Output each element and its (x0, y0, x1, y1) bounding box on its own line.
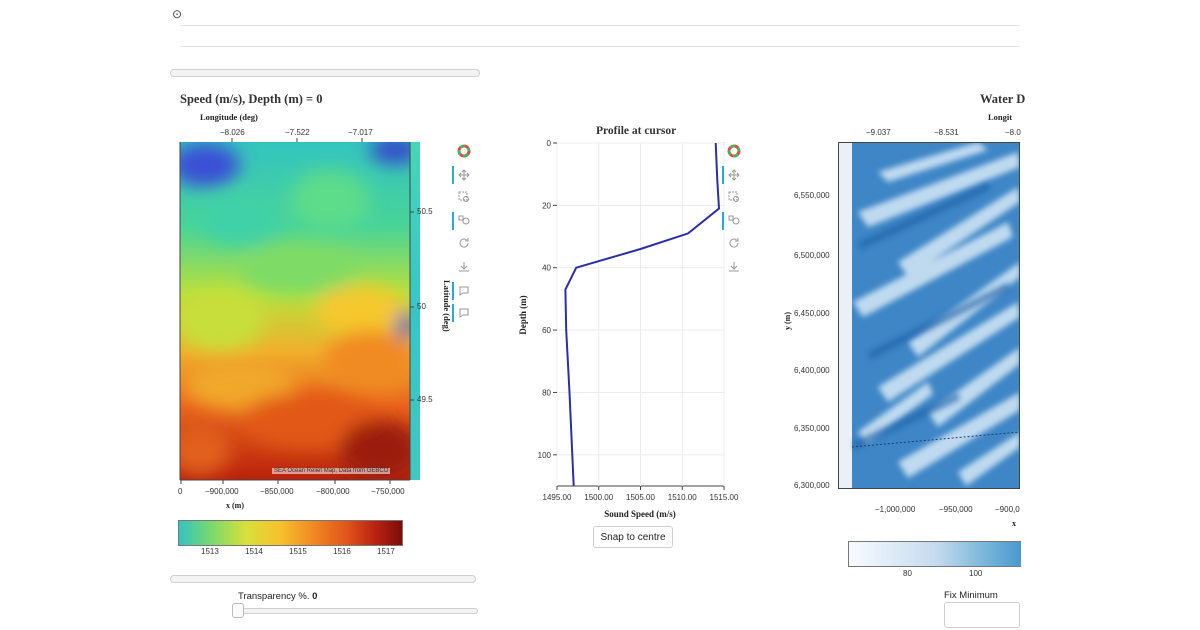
pan-icon[interactable] (722, 164, 746, 186)
left-colorbar-tick: 1515 (289, 547, 307, 556)
profile-x-tick-label: 1515.00 (710, 493, 739, 502)
profile-y-tick-label: 0 (547, 139, 552, 148)
box-zoom-icon[interactable] (452, 186, 476, 208)
right-colorbar (848, 541, 1021, 567)
profile-x-tick-label: 1500.00 (584, 493, 613, 502)
snap-to-centre-button[interactable]: Snap to centre (593, 526, 673, 548)
right-left-tick: 6,300,000 (794, 481, 830, 490)
right-colorbar-tick: 100 (969, 569, 983, 578)
left-top-tick: −8.026 (220, 128, 245, 137)
profile-x-tick-label: 1505.00 (626, 493, 655, 502)
save-icon[interactable] (722, 256, 746, 278)
depth-slider[interactable] (170, 69, 480, 77)
profile-x-tick-label: 1510.00 (668, 493, 697, 502)
right-colorbar-tick: 80 (903, 569, 912, 578)
right-top-axis-label: Longit (988, 112, 1013, 122)
left-fade-overlay (0, 0, 180, 630)
right-bottom-tick: −950,000 (939, 505, 973, 514)
profile-y-tick-label: 20 (542, 201, 551, 210)
profile-grid (556, 142, 725, 486)
right-left-tick: 6,500,000 (794, 251, 830, 260)
profile-x-ticks: 1495.00 1500.00 1505.00 1510.00 1515.00 (543, 486, 739, 502)
left-top-axis-label: Longitude (deg) (200, 112, 258, 122)
bokeh-logo-icon[interactable] (722, 140, 746, 162)
right-left-axis-label: y (m) (783, 312, 792, 330)
left-colorbar-tick: 1513 (201, 547, 219, 556)
left-right-axis-label: Latitude (deg) (442, 280, 452, 332)
left-bottom-tick: −750,000 (371, 487, 405, 496)
right-panel-title: Water D (980, 92, 1026, 106)
left-right-tick: 49.5 (417, 395, 433, 404)
crosshair-icon[interactable] (452, 302, 476, 324)
transparency-slider-handle[interactable] (232, 603, 244, 618)
right-top-tick: −9.037 (866, 128, 891, 137)
left-bottom-tick: −850,000 (260, 487, 294, 496)
right-left-tick: 6,550,000 (794, 191, 830, 200)
right-top-tick: −8.0 (1005, 128, 1021, 137)
right-bottom-axis-label: x (1012, 519, 1016, 528)
header-glyph: ⊙ (172, 7, 183, 21)
bokeh-logo-icon[interactable] (452, 140, 476, 162)
header-divider (180, 25, 1020, 26)
left-bottom-tick: −900,000 (205, 487, 239, 496)
left-panel-title: Speed (m/s), Depth (m) = 0 (180, 92, 323, 106)
profile-chart[interactable]: 0 20 40 60 80 100 1495.00 1500.00 1505.00 1510.0… (510, 135, 750, 520)
water-depth-raster (838, 142, 1020, 488)
profile-y-tick-label: 80 (542, 388, 551, 397)
left-bottom-axis-label: x (m) (226, 501, 244, 510)
profile-y-tick-label: 60 (542, 326, 551, 335)
transparency-slider[interactable] (236, 608, 478, 614)
wheel-zoom-icon[interactable] (722, 210, 746, 232)
pan-icon[interactable] (452, 164, 476, 186)
profile-toolbar (722, 140, 746, 280)
right-top-tick: −8.531 (934, 128, 959, 137)
left-colorbar (178, 520, 403, 546)
profile-y-ticks: 0 20 40 60 80 100 (538, 139, 557, 460)
left-right-tick: 50.5 (417, 207, 433, 216)
left-map-plot[interactable] (160, 120, 460, 520)
left-colorbar-tick: 1517 (377, 547, 395, 556)
transparency-value: 0 (312, 591, 318, 602)
water-depth-map[interactable] (838, 142, 1020, 496)
profile-x-axis-label: Sound Speed (m/s) (604, 509, 676, 519)
fix-minimum-label: Fix Minimum (944, 590, 998, 601)
reset-icon[interactable] (452, 232, 476, 254)
fix-minimum-input[interactable] (944, 602, 1020, 628)
transparency-label-text: Transparency %. (238, 591, 310, 602)
left-top-tick: −7.017 (348, 128, 373, 137)
profile-x-tick-label: 1495.00 (543, 493, 572, 502)
profile-y-tick-label: 40 (542, 264, 551, 273)
left-bottom-tick: 0 (178, 487, 183, 496)
box-zoom-icon[interactable] (722, 186, 746, 208)
left-toolbar (452, 140, 476, 330)
wheel-zoom-icon[interactable] (452, 210, 476, 232)
right-left-tick: 6,450,000 (794, 309, 830, 318)
section-divider (180, 46, 1020, 47)
left-colorbar-tick: 1516 (333, 547, 351, 556)
profile-y-tick-label: 100 (538, 451, 552, 460)
left-top-tick: −7.522 (285, 128, 310, 137)
right-left-tick: 6,400,000 (794, 366, 830, 375)
map-attribution: SEA Ocean Relief Map, Data from GEBCO (272, 468, 391, 474)
left-colorbar-tick: 1514 (245, 547, 263, 556)
right-bottom-tick: −900,0 (995, 505, 1020, 514)
profile-y-axis-label: Depth (m) (518, 295, 528, 334)
profile-chart-title: Profile at cursor (596, 125, 677, 137)
sound-speed-raster (180, 142, 420, 480)
right-left-tick: 6,350,000 (794, 424, 830, 433)
colorbar-range-slider[interactable] (170, 575, 476, 583)
save-icon[interactable] (452, 256, 476, 278)
right-bottom-tick: −1,000,000 (875, 505, 916, 514)
left-right-tick: 50 (417, 302, 426, 311)
hover-icon[interactable] (452, 280, 476, 302)
transparency-label: Transparency %. 0 (238, 591, 317, 602)
left-bottom-tick: −800,000 (316, 487, 350, 496)
reset-icon[interactable] (722, 232, 746, 254)
profile-line (564, 142, 721, 487)
